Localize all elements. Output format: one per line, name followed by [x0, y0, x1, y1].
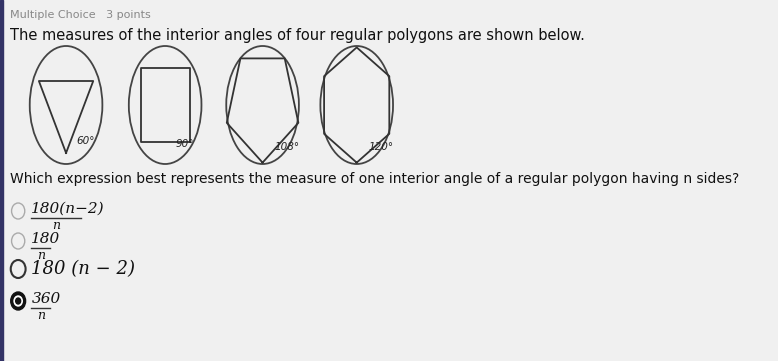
- Text: The measures of the interior angles of four regular polygons are shown below.: The measures of the interior angles of f…: [10, 28, 585, 43]
- Text: 360: 360: [31, 292, 61, 306]
- Circle shape: [11, 292, 26, 310]
- Text: n: n: [52, 219, 60, 232]
- Text: Which expression best represents the measure of one interior angle of a regular : Which expression best represents the mea…: [10, 172, 739, 186]
- Text: 180 (n − 2): 180 (n − 2): [31, 260, 135, 278]
- Circle shape: [16, 298, 21, 304]
- Text: n: n: [37, 249, 44, 262]
- Text: 90°: 90°: [176, 139, 194, 149]
- Text: 60°: 60°: [76, 136, 94, 146]
- Text: 120°: 120°: [369, 143, 394, 152]
- Text: 180(n−2): 180(n−2): [31, 202, 105, 216]
- Text: 180: 180: [31, 232, 61, 246]
- Bar: [0, 0, 3, 361]
- Text: Multiple Choice   3 points: Multiple Choice 3 points: [10, 10, 154, 20]
- Circle shape: [14, 296, 23, 306]
- Text: n: n: [37, 309, 44, 322]
- Text: 108°: 108°: [275, 143, 300, 152]
